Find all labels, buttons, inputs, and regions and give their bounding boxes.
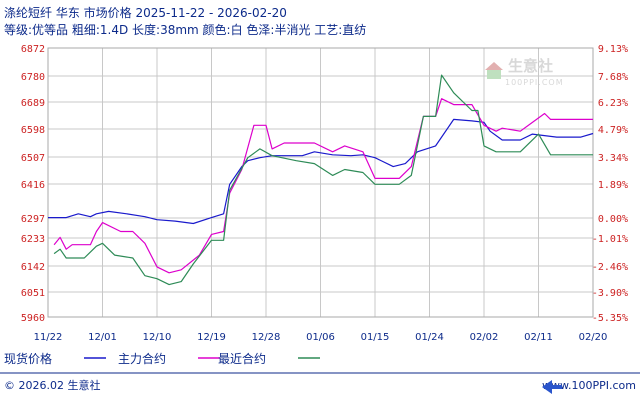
y-tick-label: 5960: [21, 313, 45, 324]
y-tick-label-right: 1.89%: [598, 180, 628, 191]
y-tick-label-right: -5.35%: [592, 313, 628, 324]
y-tick-label-right: 6.23%: [598, 98, 628, 109]
watermark-name: 生意社: [508, 57, 553, 75]
y-tick-label: 6297: [21, 214, 45, 225]
chart-title: 涤纶短纤 华东 市场价格 2025-11-22 - 2026-02-20: [4, 5, 287, 20]
y-tick-label-right: 9.13%: [598, 44, 628, 55]
series-line-1: [53, 98, 593, 274]
y-tick-label: 6142: [21, 262, 45, 273]
legend: 现货价格 主力合约 最近合约: [4, 351, 320, 366]
footer-arrow-icon: [542, 380, 562, 394]
y-tick-label: 6051: [21, 288, 45, 299]
x-tick-label: 02/20: [579, 332, 608, 343]
x-axis: 11/22 12/01 12/10 12/19 12/28 01/06 01/15 01/24…: [34, 332, 608, 343]
x-tick-label: 12/10: [143, 332, 172, 343]
chart-subtitle: 等级:优等品 粗细:1.4D 长度:38mm 颜色:白 色泽:半消光 工艺:直纺: [4, 22, 366, 37]
y-tick-label-right: 7.68%: [598, 72, 628, 83]
y-tick-label: 6233: [21, 234, 45, 245]
y-tick-label-right: -2.46%: [592, 262, 628, 273]
footer-site[interactable]: www.100PPI.com: [542, 379, 636, 392]
x-tick-label: 12/19: [197, 332, 226, 343]
series-line-0: [48, 118, 594, 225]
x-tick-label: 11/22: [34, 332, 63, 343]
legend-label-2: 最近合约: [218, 351, 266, 366]
x-tick-label: 12/28: [252, 332, 281, 343]
y-axis-right: 9.13% 7.68% 6.23% 4.79% 3.34% 1.89% 0.00% -1.01…: [592, 44, 628, 324]
y-tick-label-right: -3.90%: [592, 288, 628, 299]
y-tick-label: 6872: [21, 44, 45, 55]
y-axis-left: 6872 6780 6689 6598 6507 6416 6297 6233 6142 6051…: [21, 44, 45, 324]
grid-lines: [47, 47, 594, 318]
x-tick-label: 02/02: [470, 332, 499, 343]
y-tick-label-right: 3.34%: [598, 153, 628, 164]
legend-label-1: 主力合约: [118, 351, 166, 366]
watermark-logo: 生意社 100PPI.COM: [485, 57, 564, 87]
y-tick-label-right: 4.79%: [598, 125, 628, 136]
y-tick-label: 6507: [21, 153, 45, 164]
y-tick-label-right: -1.01%: [592, 234, 628, 245]
y-tick-label: 6598: [21, 125, 45, 136]
y-tick-label: 6416: [21, 180, 45, 191]
series-line-2: [53, 74, 593, 286]
watermark-url: 100PPI.COM: [505, 78, 564, 87]
legend-label-0: 现货价格: [4, 351, 52, 366]
x-tick-label: 01/06: [306, 332, 335, 343]
series-lines: [48, 74, 594, 286]
x-tick-label: 12/01: [88, 332, 117, 343]
y-tick-label: 6689: [21, 98, 45, 109]
y-tick-label: 6780: [21, 72, 45, 83]
footer-site-link[interactable]: www.100PPI.com: [542, 379, 636, 392]
y-tick-label-right: 0.00%: [598, 214, 628, 225]
plot-frame: [47, 47, 594, 318]
x-tick-label: 01/24: [415, 332, 444, 343]
x-tick-label: 01/15: [361, 332, 390, 343]
x-tick-label: 02/11: [524, 332, 553, 343]
footer-copyright: © 2026.02 生意社: [4, 378, 100, 392]
